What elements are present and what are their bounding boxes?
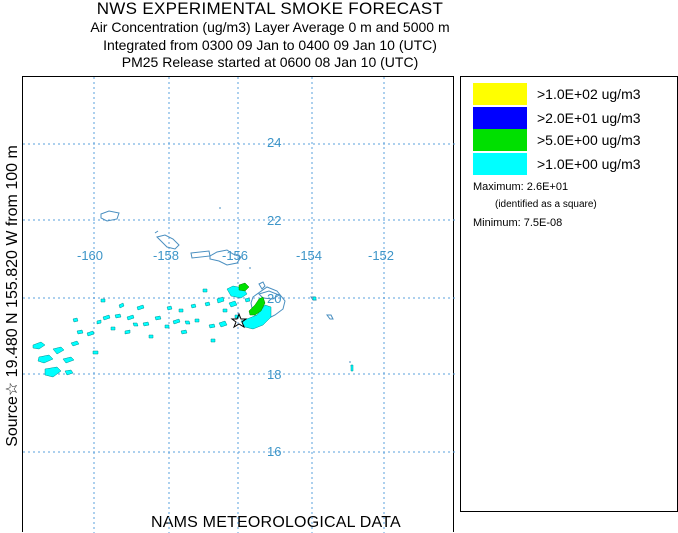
coastlines [100, 207, 353, 370]
maximum-value: Maximum: 2.6E+01 [473, 181, 569, 193]
legend-swatch [473, 107, 527, 129]
lon-label: -158 [153, 248, 179, 263]
lat-label: 22 [267, 213, 281, 228]
graticule [23, 77, 455, 533]
lon-label: -152 [368, 248, 394, 263]
legend-swatch [473, 153, 527, 175]
maximum-note: (identified as a square) [495, 199, 597, 210]
lat-label: 24 [267, 135, 281, 150]
smoke-map: -160 -158 -156 -154 -152 24 22 20 18 16 [22, 76, 455, 533]
legend-label: >5.0E+00 ug/m3 [537, 132, 641, 148]
lon-label: -154 [296, 248, 322, 263]
lat-label: 16 [267, 444, 281, 459]
legend-label: >1.0E+02 ug/m3 [537, 86, 641, 102]
subtitle-concentration: Air Concentration (ug/m3) Layer Average … [90, 19, 450, 35]
legend-label: >1.0E+00 ug/m3 [537, 156, 641, 172]
subtitle-integration: Integrated from 0300 09 Jan to 0400 09 J… [103, 37, 437, 53]
source-location-label: Source☆ 19.480 N 155.820 W from 100 m [4, 145, 21, 447]
legend-swatch [473, 129, 527, 151]
legend-label: >2.0E+01 ug/m3 [537, 110, 641, 126]
lat-label: 18 [267, 367, 281, 382]
forecast-title: NWS EXPERIMENTAL SMOKE FORECAST [96, 0, 444, 18]
concentration-legend: >1.0E+02 ug/m3 >2.0E+01 ug/m3 >5.0E+00 u… [460, 76, 678, 512]
smoke-plume [32, 282, 354, 378]
map-canvas: -160 -158 -156 -154 -152 24 22 20 18 16 [23, 77, 455, 533]
lon-label: -156 [222, 248, 248, 263]
lon-label: -160 [77, 248, 103, 263]
met-data-label: NAMS METEOROLOGICAL DATA [151, 514, 401, 531]
subtitle-release: PM25 Release started at 0600 08 Jan 10 (… [121, 54, 419, 70]
source-star-icon [230, 312, 248, 329]
minimum-value: Minimum: 7.5E-08 [473, 217, 563, 229]
legend-swatch [473, 83, 527, 105]
